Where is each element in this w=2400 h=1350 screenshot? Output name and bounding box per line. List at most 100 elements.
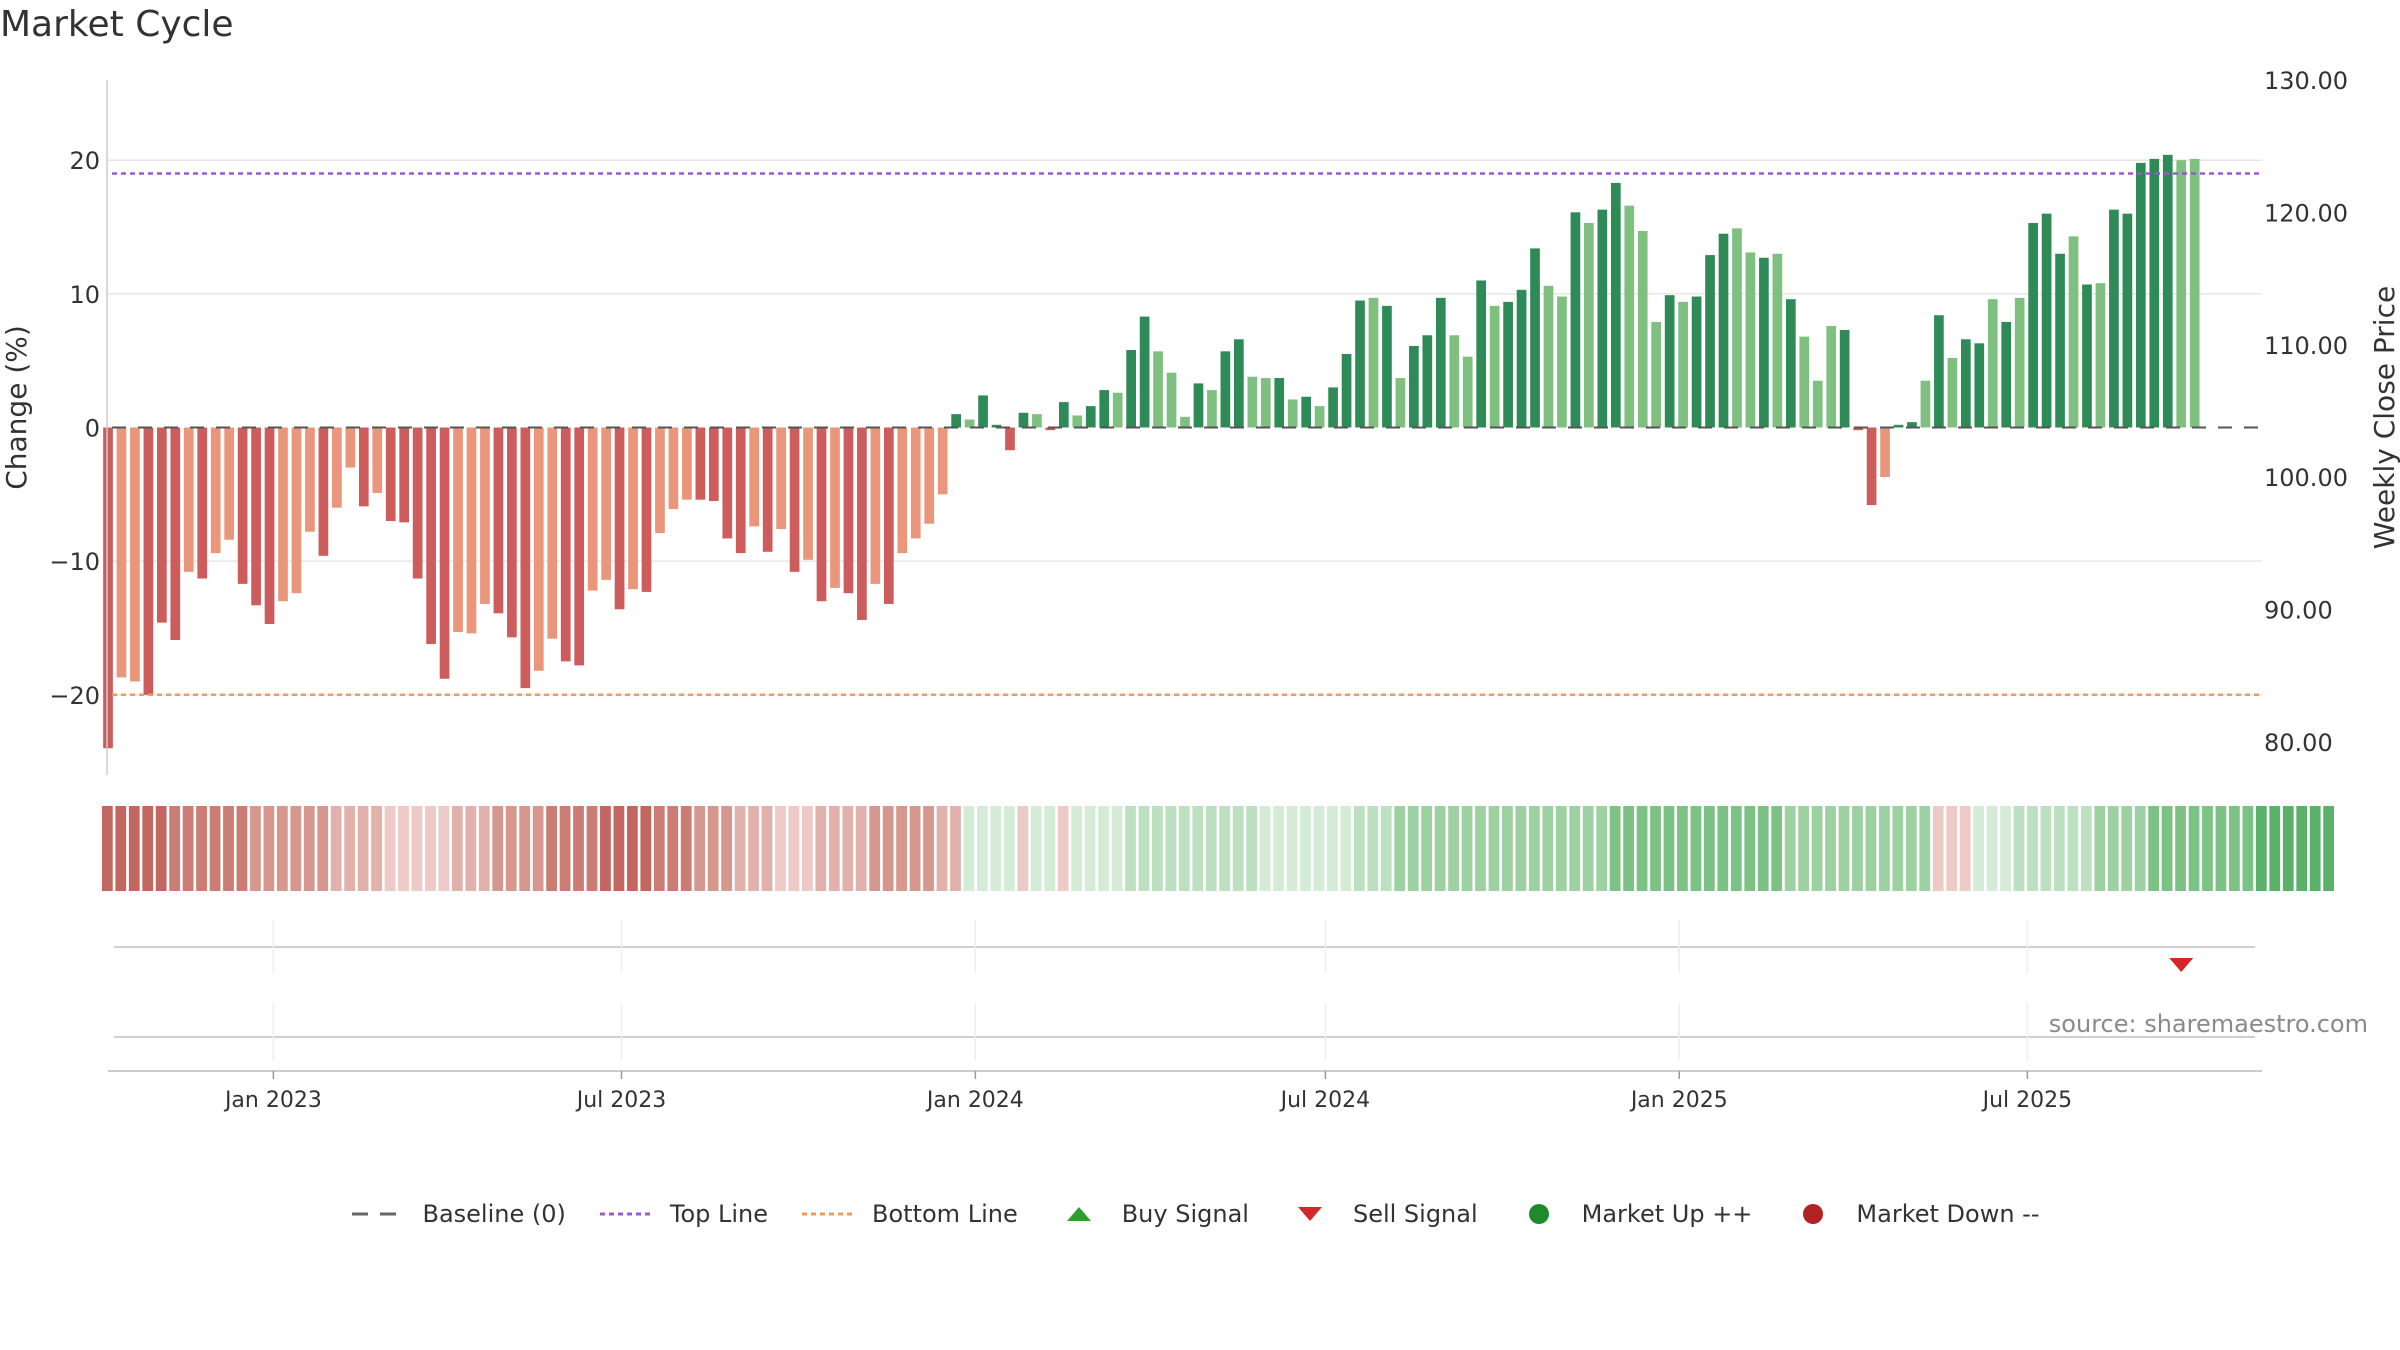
change-bar [143,427,154,695]
legend-swatch [1803,1204,1824,1224]
strip-cell [2080,806,2092,891]
change-bar [2055,253,2065,428]
strip-cell [1852,806,1863,891]
change-bar [1718,233,1729,428]
strip-cell [1407,806,1419,891]
strip-cell [1502,806,1513,891]
change-bar [1409,345,1419,428]
change-bar [130,427,140,682]
strip-cell [182,806,194,891]
y2-tick-label: 130.00 [2264,67,2348,95]
change-bar [332,427,342,508]
change-bar [2176,160,2187,428]
strip-cell [1973,806,1984,891]
change-bar [1651,321,1662,428]
strip-cell [2161,806,2173,891]
strip-cell [1475,806,1486,891]
strip-cell [1313,806,1325,891]
change-bar [210,427,221,554]
change-bar [1032,414,1042,428]
change-bar [318,427,329,556]
change-bar [1570,212,1581,428]
strip-cell [1515,806,1527,891]
change-bar [533,427,544,671]
change-bar [1234,339,1244,428]
strip-cell [1017,806,1029,891]
strip-cell [196,806,207,891]
strip-cell [236,806,248,891]
change-bar [1045,427,1056,431]
strip-cell [761,806,773,891]
axes: 20 10 0 −10 −20 130.00 120.00 110.00 100.00 90.00… [0,67,2400,775]
change-bar [1624,205,1635,428]
change-bar [493,427,504,614]
strip-cell [1986,806,1998,891]
strip-cell [1125,806,1136,891]
strip-cell [1757,806,1769,891]
y-tick-label: 20 [69,147,100,175]
change-bar [2149,158,2160,428]
change-bar [587,427,598,591]
change-bar [1934,315,1944,428]
change-bar [1893,424,1904,428]
legend-triangle [1297,1207,1322,1221]
change-bar [466,427,477,634]
legend-item: Bottom Line [800,1200,1018,1228]
strip-cell [250,806,261,891]
legend-label: Bottom Line [872,1200,1018,1228]
strip-cell [209,806,221,891]
strip-cell [2067,806,2079,891]
strip-cell [1421,806,1433,891]
strip-cell [478,806,490,891]
legend-swatch [1297,1207,1322,1221]
strip-cell [1865,806,1877,891]
strip-cell [909,806,921,891]
strip-cell [1003,806,1015,891]
strip-cell [1946,806,1958,891]
strip-cell [1461,806,1473,891]
change-bar [547,427,558,639]
change-bar [924,427,935,524]
strip-cell [1044,806,1056,891]
sentiment-strip [101,806,2335,891]
change-bar [964,419,975,428]
strip-cell [1690,806,1702,891]
change-bar [1503,301,1513,428]
change-bar [614,427,625,610]
strip-cell [1152,806,1163,891]
change-bar [183,427,194,572]
strip-cell [2202,806,2213,891]
change-bar [1785,299,1796,428]
sell-signal-marker [2169,958,2194,972]
legend-item: Buy Signal [1050,1200,1249,1228]
strip-cell [613,806,625,891]
change-bar [991,424,1002,428]
change-bar [520,427,531,689]
strip-cell [451,806,463,891]
change-bar [1974,343,1985,428]
legend-triangle [1066,1207,1091,1221]
change-bar [2041,213,2052,428]
change-bar [1207,390,1217,428]
strip-cell [2148,806,2160,891]
strip-cell [667,806,679,891]
change-bar [1584,223,1594,428]
change-bar [1678,301,1688,428]
strip-cell [1596,806,1608,891]
change-bar [1355,300,1365,428]
legend-item: Market Up ++ [1510,1200,1752,1228]
change-bar [870,427,881,584]
strip-cell [2121,806,2133,891]
change-bar [1732,228,1742,428]
change-bar [1476,280,1487,428]
change-bar [1341,353,1352,428]
change-bar [251,427,261,606]
change-bar [2082,284,2092,428]
chart-title: Market Cycle [0,4,234,45]
strip-cell [1071,806,1083,891]
legend-label: Market Down -- [1856,1200,2040,1228]
x-tick-label: Jul 2024 [1279,1088,1371,1113]
legend-swatch [599,1212,654,1216]
strip-cell [1057,806,1069,891]
